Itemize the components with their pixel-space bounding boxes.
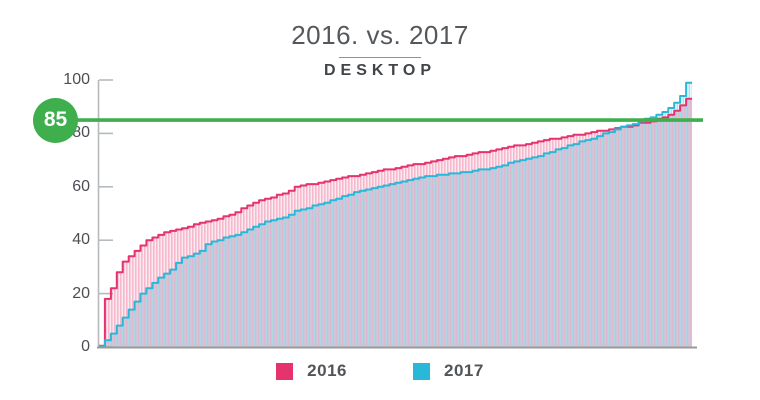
step-line-2016 xyxy=(99,97,692,347)
legend-swatch-2016 xyxy=(276,362,294,380)
legend-item-2017: 2017 xyxy=(413,361,484,381)
legend-item-2016: 2016 xyxy=(276,361,347,381)
y-axis-label-20: 20 xyxy=(72,285,90,302)
legend-swatch-2017 xyxy=(413,362,430,380)
y-axis-label-60: 60 xyxy=(72,178,90,195)
y-axis-label-80: 80 xyxy=(72,124,90,141)
page-subtitle: DESKTOP xyxy=(323,62,437,79)
legend-label-2017: 2017 xyxy=(444,361,484,380)
step-line-2017 xyxy=(99,81,692,348)
area-2017-series xyxy=(99,82,692,347)
title-divider xyxy=(339,57,421,58)
page-title: 2016. vs. 2017 xyxy=(291,20,469,50)
threshold-badge: 85 xyxy=(33,97,78,143)
y-axis-label-40: 40 xyxy=(72,231,90,248)
y-axis-label-0: 0 xyxy=(81,338,90,355)
threshold-badge-label: 85 xyxy=(43,108,68,132)
legend-label-2016: 2016 xyxy=(307,361,347,380)
y-axis-label-100: 100 xyxy=(63,71,90,88)
chart-legend: 2016 2017 xyxy=(0,358,760,384)
